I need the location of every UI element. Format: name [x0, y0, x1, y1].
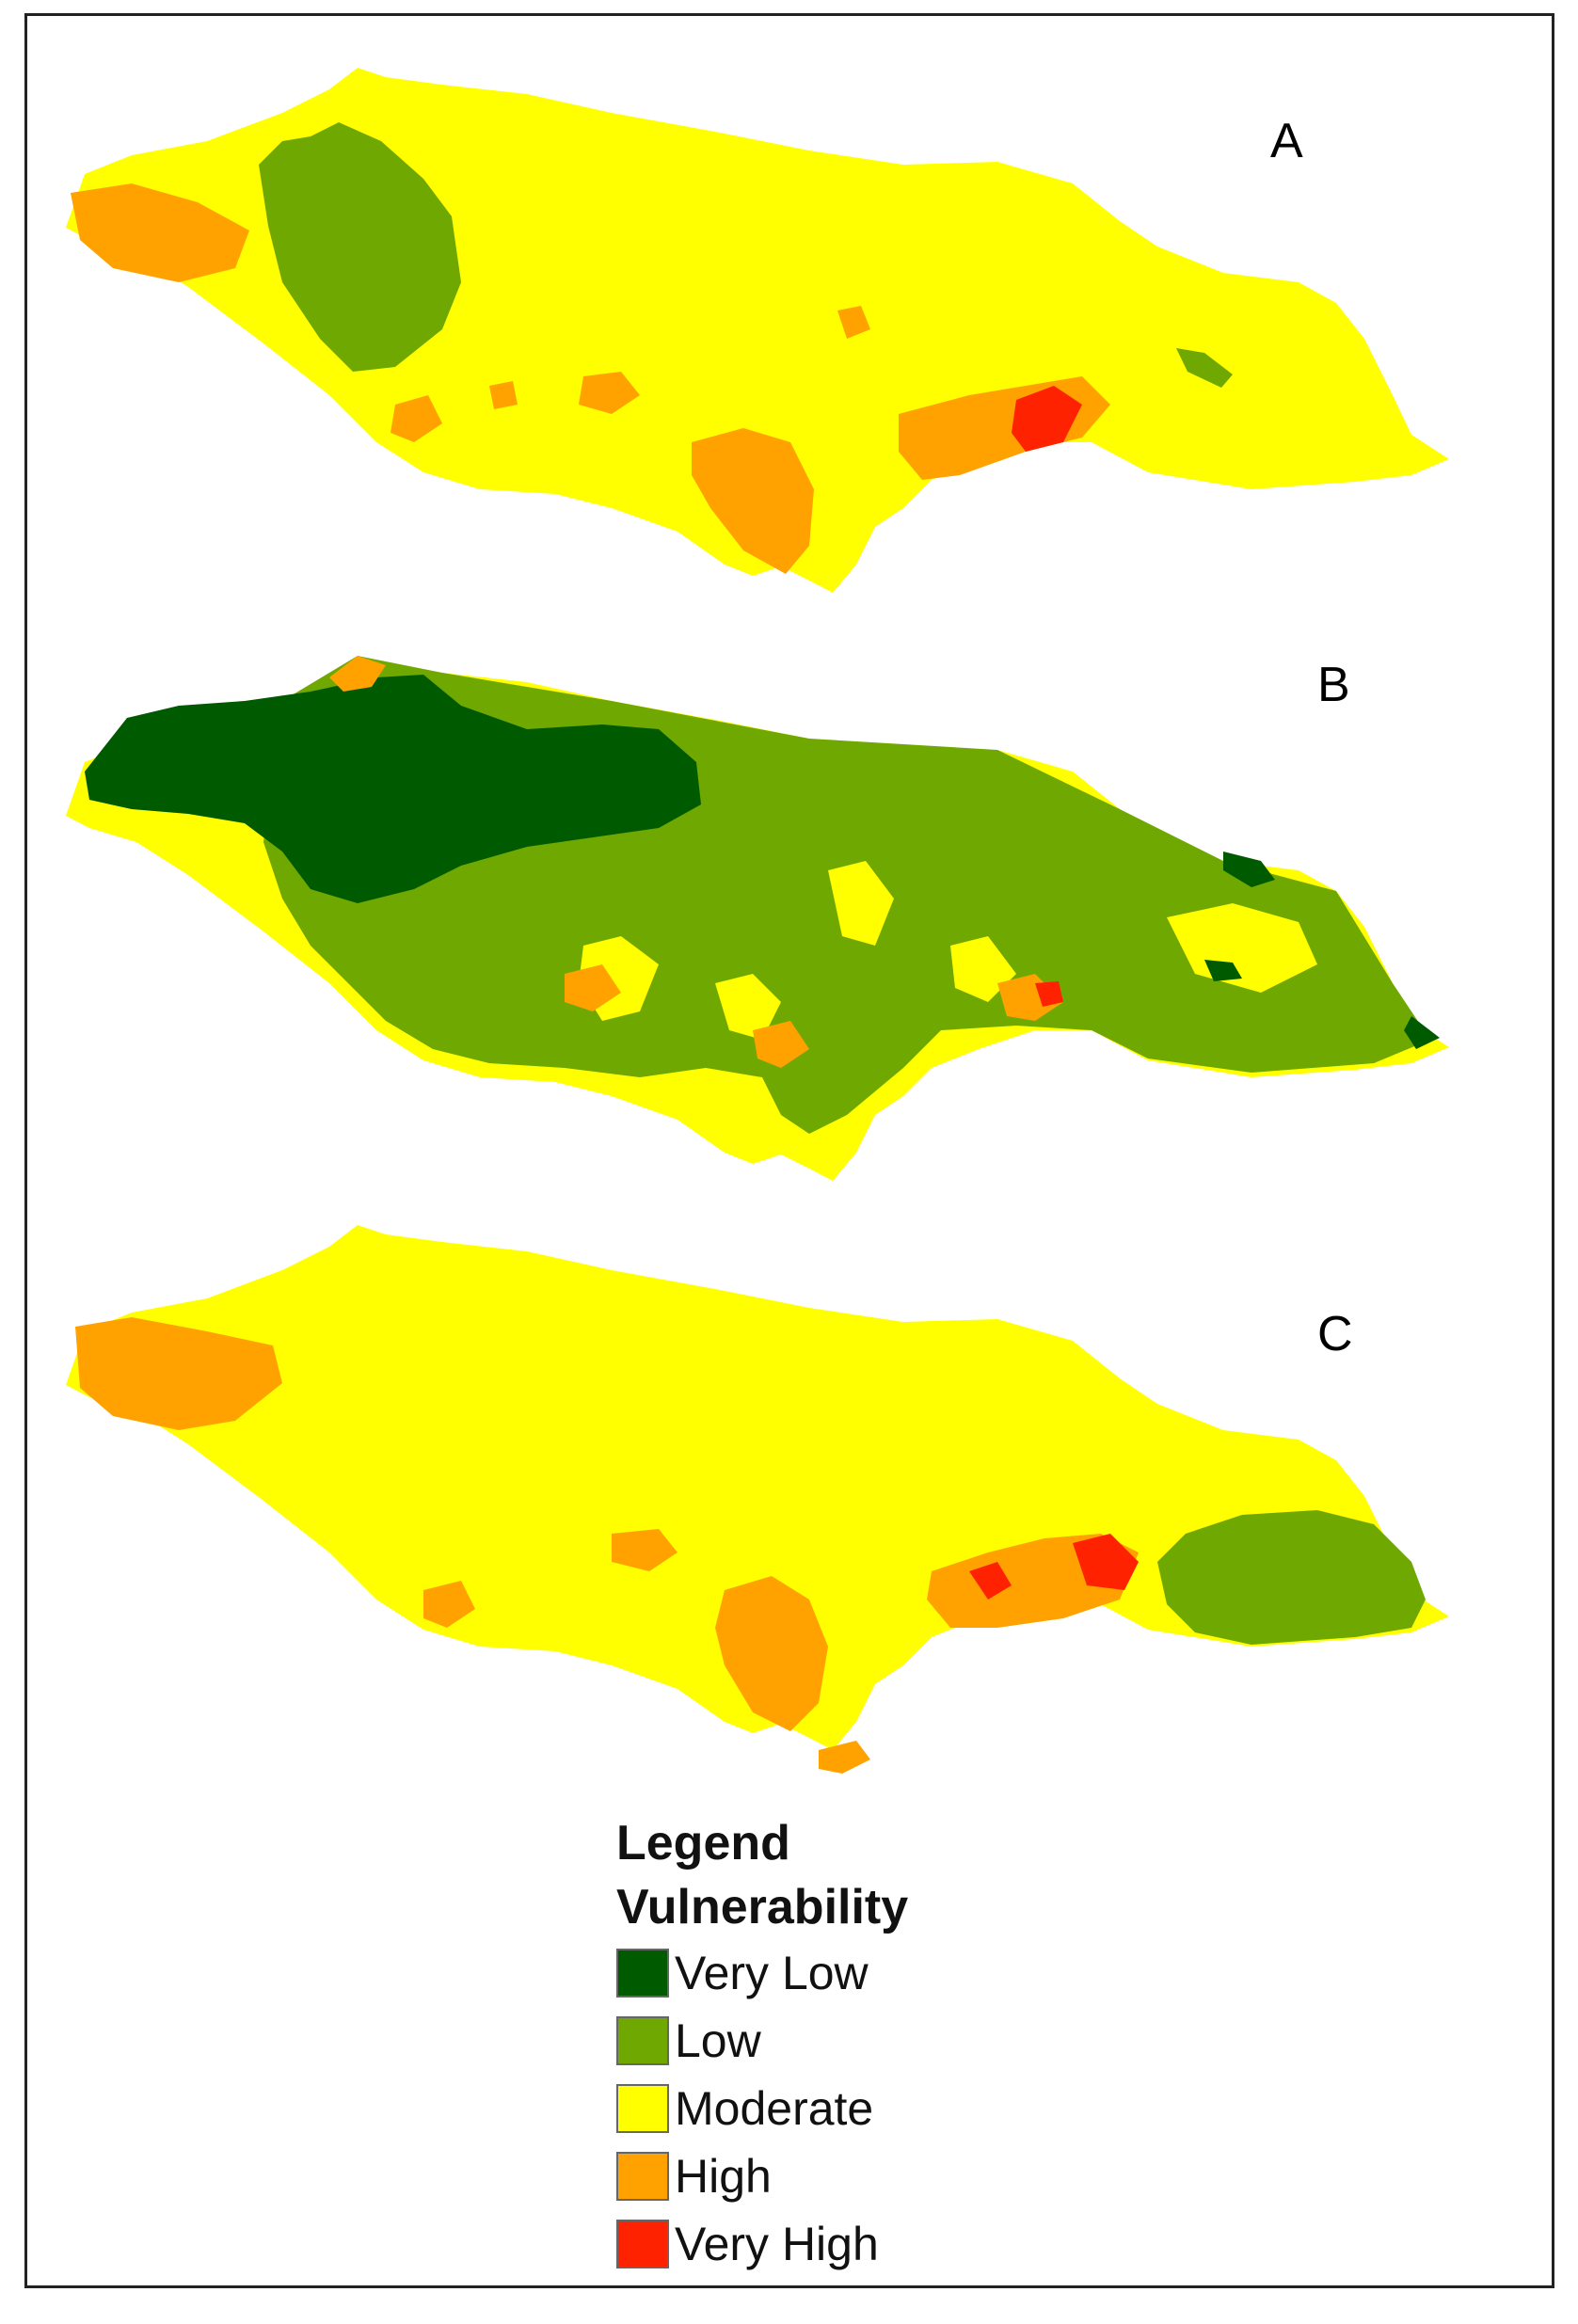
panel-label-c: C	[1317, 1307, 1353, 1361]
legend: Legend Vulnerability Very Low Low Modera…	[616, 1811, 908, 2278]
map-c-high-patches	[75, 1317, 282, 1430]
legend-item-low: Low	[616, 2007, 908, 2075]
legend-subtitle: Vulnerability	[616, 1880, 909, 1934]
map-a-high-patches	[71, 183, 249, 282]
legend-label-high: High	[675, 2150, 772, 2203]
legend-swatch-moderate	[616, 2084, 669, 2133]
legend-item-moderate: Moderate	[616, 2075, 908, 2142]
map-b-very-low-region	[85, 675, 701, 903]
legend-label-very-high: Very High	[675, 2218, 879, 2270]
legend-item-high: High	[616, 2142, 908, 2210]
map-panel-a	[66, 68, 1449, 593]
legend-swatch-very-low	[616, 1949, 669, 1998]
legend-label-moderate: Moderate	[675, 2082, 874, 2135]
legend-item-very-high: Very High	[616, 2210, 908, 2278]
panel-label-b: B	[1317, 658, 1350, 712]
legend-label-very-low: Very Low	[675, 1947, 869, 1999]
panel-label-a: A	[1270, 114, 1303, 168]
legend-swatch-high	[616, 2152, 669, 2201]
legend-item-very-low: Very Low	[616, 1939, 908, 2007]
legend-label-low: Low	[675, 2014, 761, 2067]
legend-title: Legend	[616, 1816, 790, 1870]
map-a-low-region	[259, 122, 461, 372]
map-panel-b	[66, 656, 1449, 1181]
map-c-low-region	[1157, 1510, 1426, 1645]
legend-swatch-very-high	[616, 2220, 669, 2268]
legend-swatch-low	[616, 2016, 669, 2065]
map-panel-c	[66, 1225, 1449, 1774]
